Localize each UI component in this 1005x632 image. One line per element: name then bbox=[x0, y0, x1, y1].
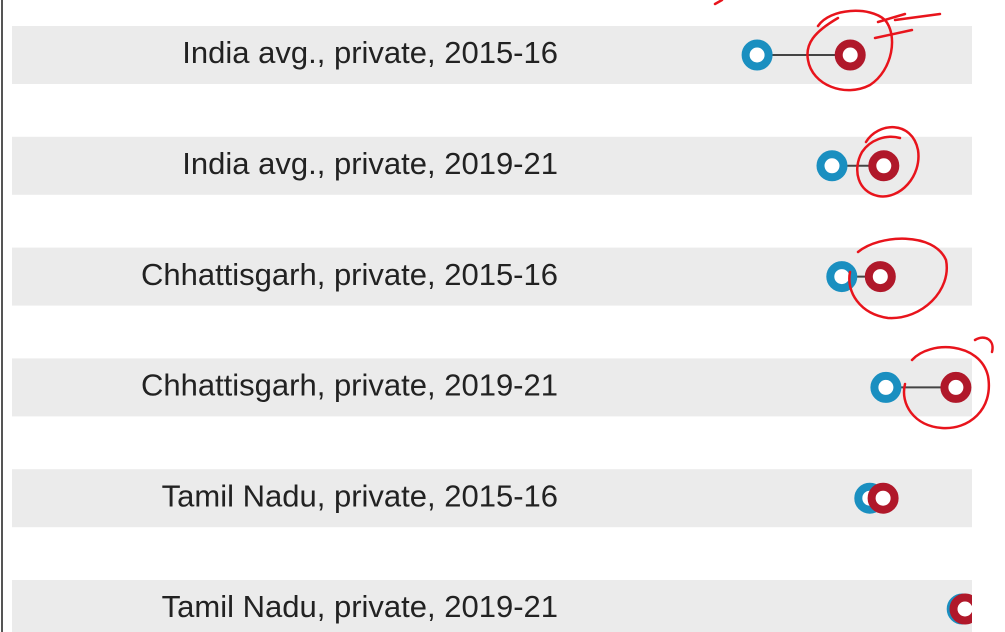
row-label: Chhattisgarh, private, 2015-16 bbox=[141, 257, 558, 292]
row-band bbox=[12, 469, 972, 528]
dot bbox=[870, 371, 902, 403]
row-label: India avg., private, 2019-21 bbox=[182, 146, 558, 181]
dot bbox=[816, 150, 848, 182]
annotation-circle bbox=[848, 237, 949, 320]
annotation-circle bbox=[856, 126, 920, 198]
row-band bbox=[12, 136, 972, 195]
annotation-scribble bbox=[713, 0, 942, 40]
dot bbox=[864, 261, 896, 293]
plot bbox=[12, 26, 972, 632]
row-band bbox=[12, 580, 972, 632]
row-label: Chhattisgarh, private, 2019-21 bbox=[141, 368, 558, 403]
dot bbox=[940, 371, 972, 403]
row-band bbox=[12, 247, 972, 306]
dot bbox=[741, 39, 773, 71]
dot bbox=[867, 482, 899, 514]
dot bbox=[826, 261, 858, 293]
dot bbox=[949, 593, 972, 625]
annotation-circle bbox=[806, 9, 894, 92]
annotation-circle bbox=[902, 336, 994, 430]
annotations bbox=[713, 0, 994, 430]
row-label: Tamil Nadu, private, 2019-21 bbox=[162, 589, 558, 624]
row-label: India avg., private, 2015-16 bbox=[182, 35, 558, 70]
dot bbox=[834, 39, 866, 71]
row-label: Tamil Nadu, private, 2015-16 bbox=[162, 478, 558, 513]
dot bbox=[868, 150, 900, 182]
row-band bbox=[12, 358, 972, 417]
